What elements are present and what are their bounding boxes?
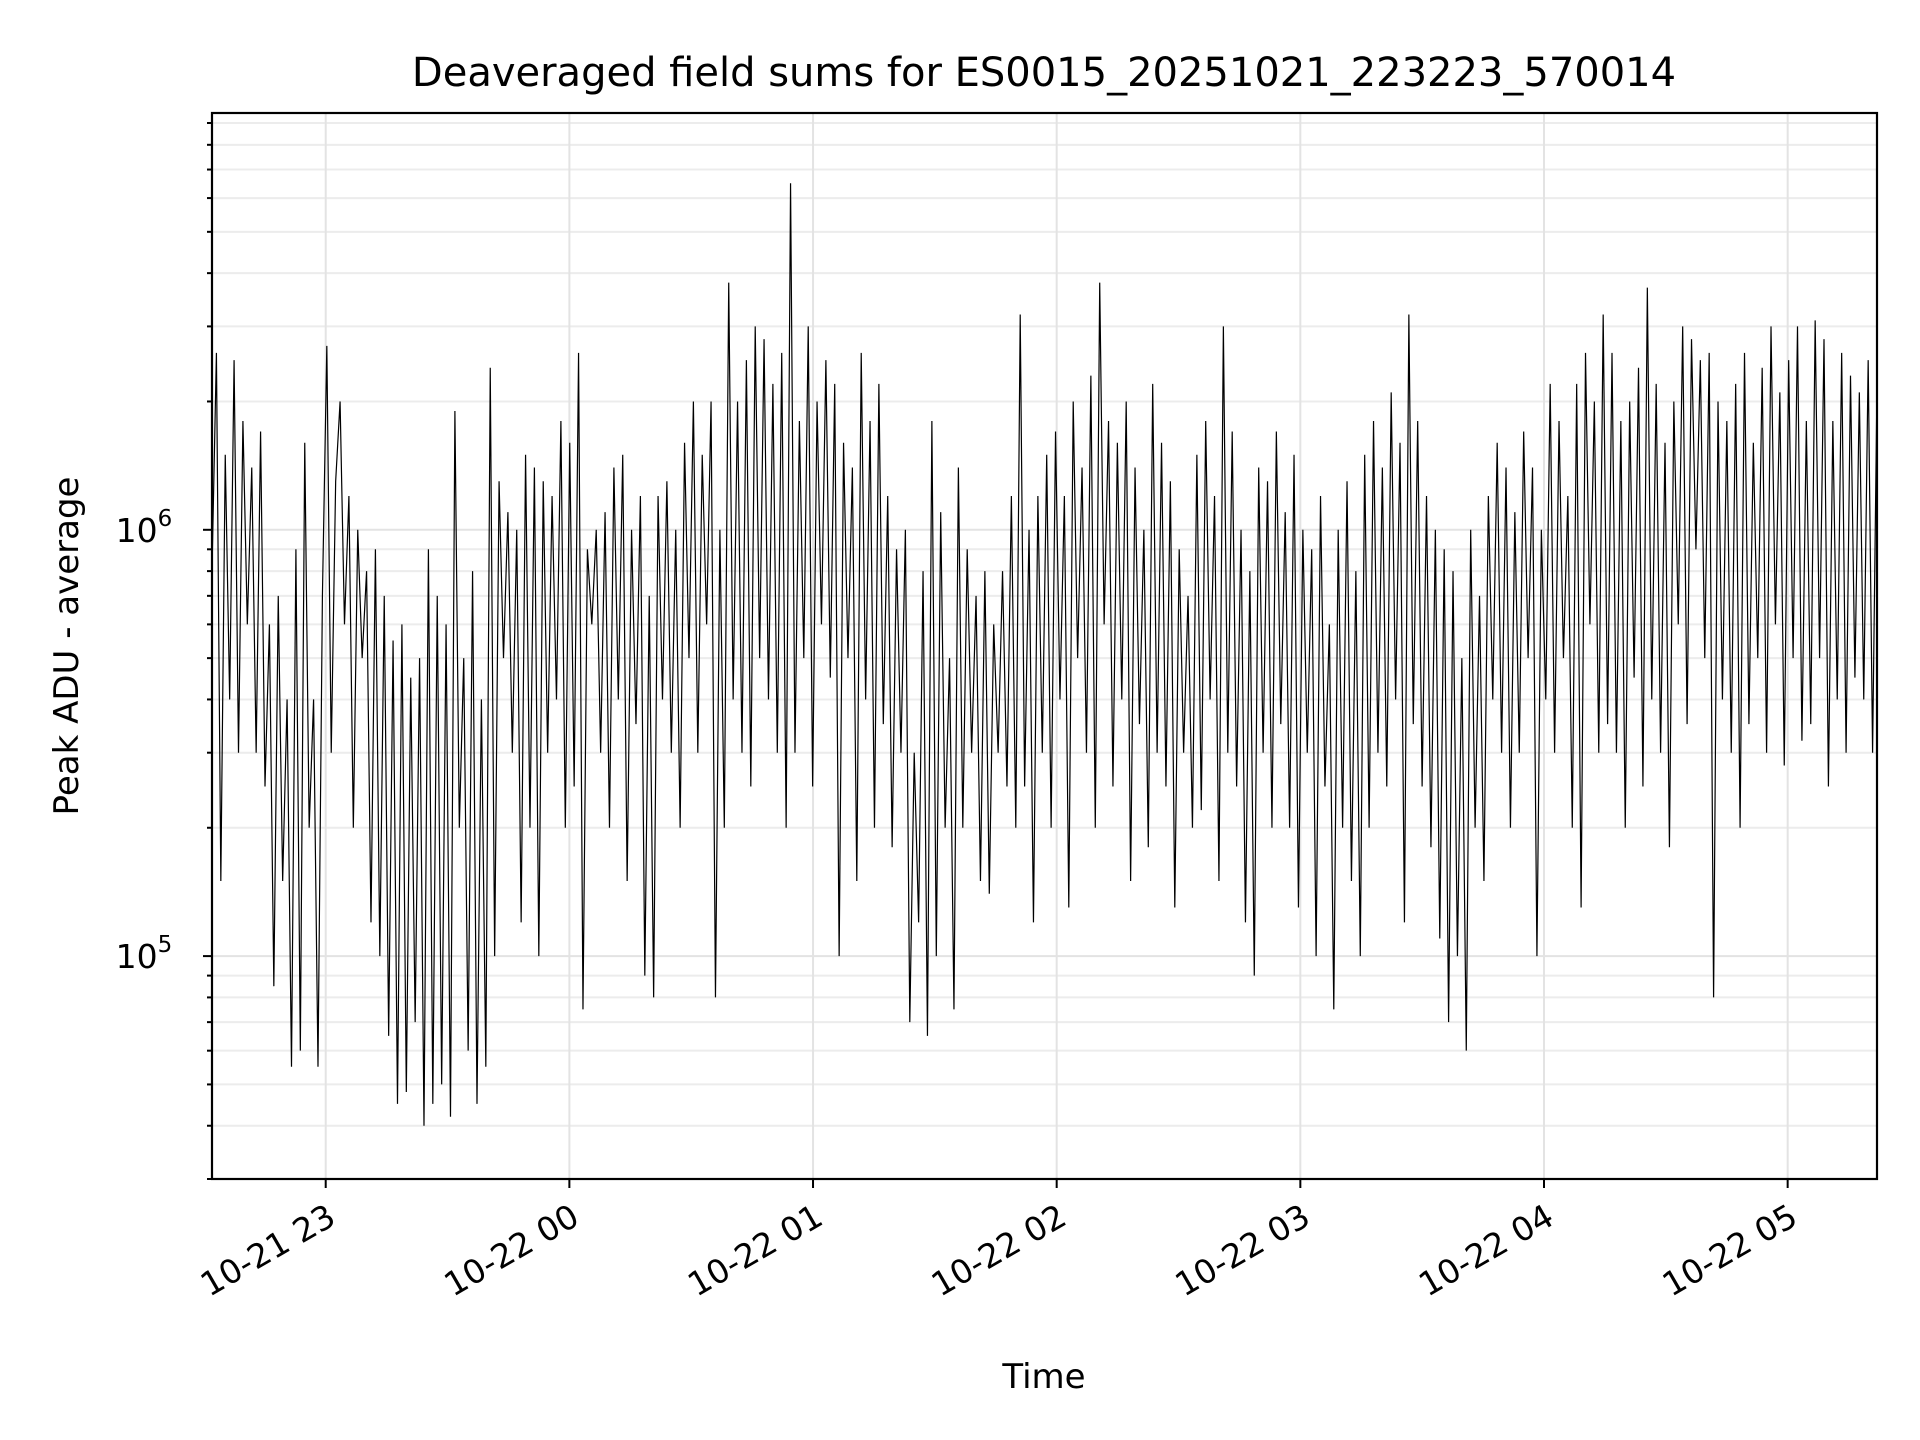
x-tick-label: 10-22 02 [925,1196,1073,1304]
x-tick-label: 10-22 05 [1656,1196,1804,1304]
x-tick-label: 10-22 03 [1168,1196,1316,1304]
chart-title: Deaveraged field sums for ES0015_2025102… [412,50,1676,96]
x-axis: 10-21 23 10-22 00 10-22 01 10-22 02 10-22 03… [194,1179,1804,1304]
x-tick-label: 10-22 00 [437,1196,585,1304]
series-layer [211,183,1878,1126]
y-tick-label: 106 [116,506,173,550]
y-axis-label: Peak ADU - average [47,477,87,816]
y-tick-label: 105 [116,932,173,976]
plot-frame [210,111,1879,1181]
x-axis-label: Time [1001,1357,1085,1397]
x-tick-label: 10-22 01 [681,1196,829,1304]
series-line-0 [211,183,1878,1126]
y-axis: 105 106 [116,122,212,1180]
x-tick-label: 10-21 23 [194,1196,342,1304]
x-tick-label: 10-22 04 [1412,1196,1560,1304]
